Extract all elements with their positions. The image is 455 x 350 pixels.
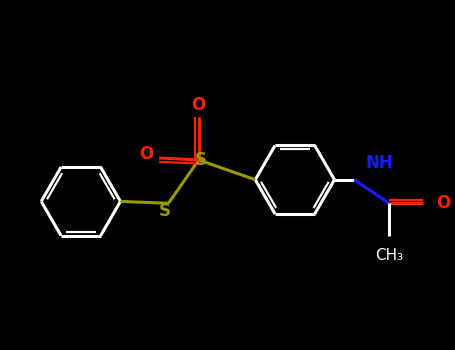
Text: O: O	[436, 194, 450, 212]
Text: NH: NH	[365, 154, 393, 172]
Text: O: O	[192, 96, 206, 114]
Text: S: S	[159, 202, 171, 220]
Text: CH₃: CH₃	[375, 247, 403, 262]
Text: S: S	[195, 151, 207, 169]
Text: O: O	[139, 145, 153, 163]
